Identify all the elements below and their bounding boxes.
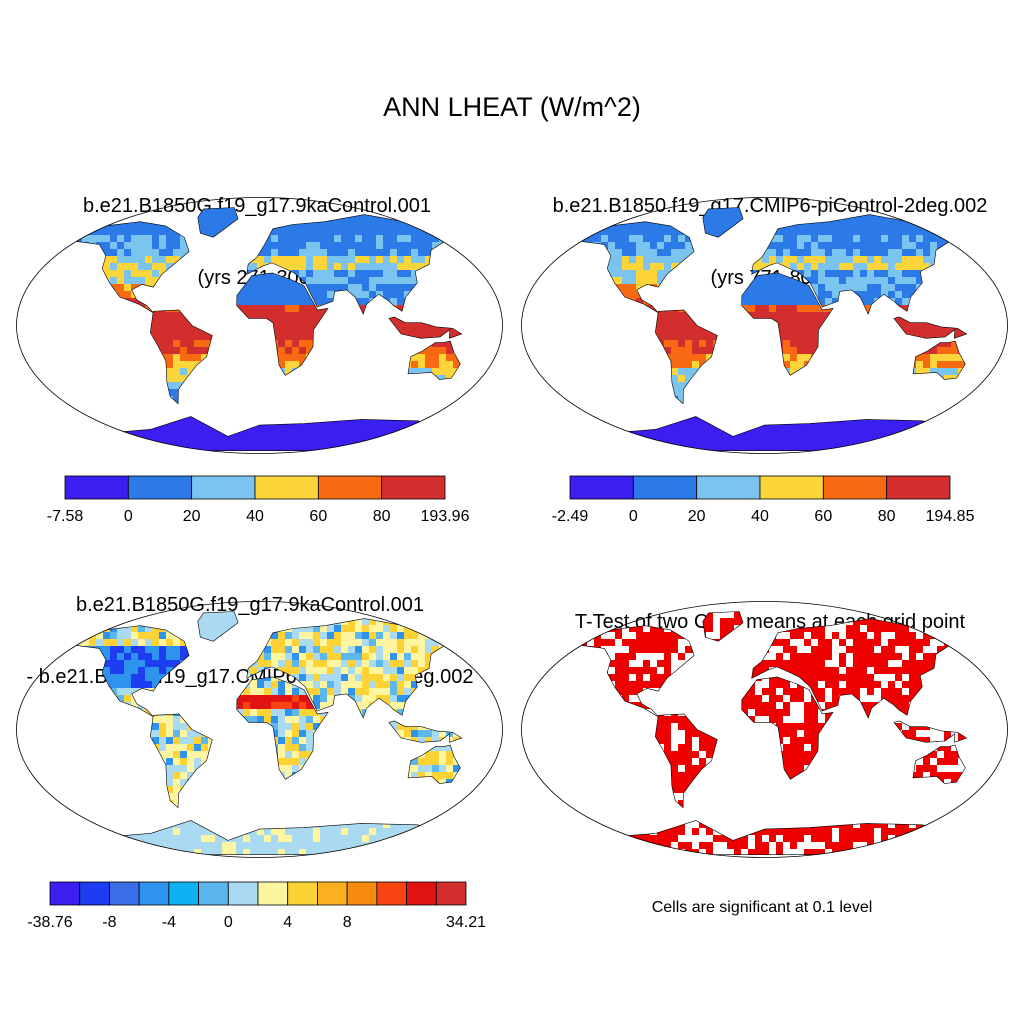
colorbar-label-4: 60 (814, 508, 832, 525)
land-northAmerica (517, 193, 1012, 458)
map-panel-2 (517, 193, 1012, 458)
land-antarctica (517, 193, 1012, 458)
map-panel-1 (12, 193, 507, 458)
land-northAmerica (517, 597, 1012, 862)
land-africa (517, 193, 1012, 458)
land-southAmerica (517, 597, 1012, 862)
land-greenland (12, 597, 507, 862)
map-panel-4-ttest (517, 597, 1012, 862)
land-greenland (517, 193, 1012, 458)
land-africa (12, 193, 507, 458)
land-greenland (12, 193, 507, 458)
land-eurasia (517, 597, 1012, 862)
colorbar-label-8: 4 (283, 914, 292, 931)
colorbar-swatch-3 (139, 882, 169, 905)
colorbar-label-14: 34.21 (446, 914, 486, 931)
colorbar-swatch-3 (255, 476, 318, 499)
colorbar-label-0: -38.76 (27, 914, 72, 931)
land-australia (517, 193, 1012, 458)
land-australia (12, 597, 507, 862)
land-southAmerica (517, 193, 1012, 458)
figure-title: ANN LHEAT (W/m^2) (0, 92, 1024, 123)
colorbar-panel-2: -2.49 0 20 40 60 80 194.85 (545, 474, 985, 528)
colorbar-swatch-4 (169, 882, 199, 905)
colorbar-swatch-2 (697, 476, 760, 499)
colorbar-panel-3: -38.76 -8 -4 0 4 8 34.21 (10, 880, 490, 934)
colorbar-label-6: 193.96 (421, 508, 470, 525)
colorbar-label-4: -4 (162, 914, 176, 931)
colorbar-label-5: 80 (373, 508, 391, 525)
colorbar-swatch-4 (318, 476, 381, 499)
land-eurasia (517, 193, 1012, 458)
colorbar-label-3: 40 (246, 508, 264, 525)
land-australia (12, 193, 507, 458)
colorbar-swatch-4 (823, 476, 886, 499)
land-antarctica (12, 193, 507, 458)
colorbar-swatch-3 (760, 476, 823, 499)
land-southAmerica (12, 597, 507, 862)
land-indonesia (517, 193, 1012, 458)
colorbar-swatch-5 (887, 476, 950, 499)
colorbar-swatch-7 (258, 882, 288, 905)
land-antarctica (12, 597, 507, 862)
colorbar-swatch-10 (347, 882, 377, 905)
colorbar-label-0: -2.49 (552, 508, 589, 525)
colorbar-swatch-2 (192, 476, 255, 499)
colorbar-label-1: 0 (124, 508, 133, 525)
colorbar-swatch-5 (382, 476, 445, 499)
colorbar-label-2: -8 (102, 914, 116, 931)
colorbar-swatch-0 (50, 882, 80, 905)
colorbar-swatch-11 (377, 882, 407, 905)
land-indonesia (12, 597, 507, 862)
colorbar-label-10: 8 (343, 914, 352, 931)
colorbar-swatch-9 (317, 882, 347, 905)
land-northAmerica (12, 597, 507, 862)
colorbar-label-4: 60 (309, 508, 327, 525)
colorbar-label-6: 194.85 (926, 508, 975, 525)
colorbar-label-2: 20 (183, 508, 201, 525)
colorbar-swatch-1 (128, 476, 191, 499)
land-eurasia (12, 597, 507, 862)
significance-note: Cells are significant at 0.1 level (517, 899, 1007, 917)
colorbar-swatch-2 (109, 882, 139, 905)
colorbar-swatch-8 (288, 882, 318, 905)
land-africa (12, 597, 507, 862)
map-panel-3-difference (12, 597, 507, 862)
colorbar-swatch-0 (65, 476, 128, 499)
land-greenland (517, 597, 1012, 862)
land-antarctica (517, 597, 1012, 862)
colorbar-swatch-13 (436, 882, 466, 905)
colorbar-label-3: 40 (751, 508, 769, 525)
colorbar-swatch-1 (633, 476, 696, 499)
colorbar-swatch-5 (199, 882, 229, 905)
land-southAmerica (12, 193, 507, 458)
colorbar-label-2: 20 (688, 508, 706, 525)
colorbar-label-1: 0 (629, 508, 638, 525)
colorbar-panel-1: -7.58 0 20 40 60 80 193.96 (40, 474, 480, 528)
land-africa (517, 597, 1012, 862)
colorbar-label-0: -7.58 (47, 508, 84, 525)
land-northAmerica (12, 193, 507, 458)
colorbar-swatch-1 (80, 882, 110, 905)
land-eurasia (12, 193, 507, 458)
land-australia (517, 597, 1012, 862)
land-indonesia (517, 597, 1012, 862)
colorbar-swatch-0 (570, 476, 633, 499)
colorbar-label-5: 80 (878, 508, 896, 525)
colorbar-swatch-6 (228, 882, 258, 905)
land-indonesia (12, 193, 507, 458)
colorbar-swatch-12 (407, 882, 437, 905)
colorbar-label-6: 0 (224, 914, 233, 931)
